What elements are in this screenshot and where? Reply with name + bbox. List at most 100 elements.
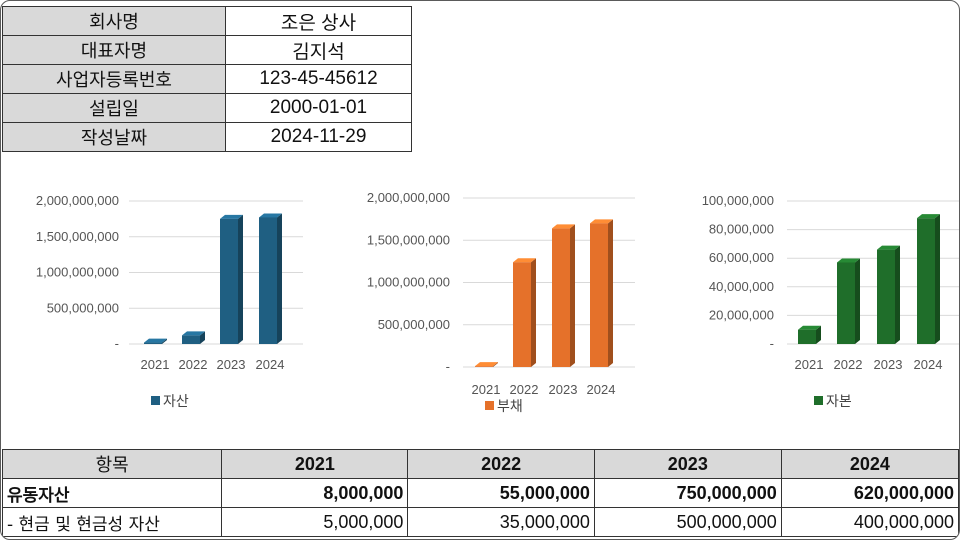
charts-area[interactable]: - 500,000,000 1,000,000,000 1,500,000,000 2,… (1, 1, 959, 441)
founded-date-value[interactable]: 2000-01-01 (225, 93, 412, 123)
bar (917, 218, 935, 344)
legend-swatch (151, 396, 160, 405)
cell-value[interactable]: 55,000,000 (407, 478, 595, 508)
cell-value[interactable]: 750,000,000 (593, 478, 782, 508)
y-tick-label: 1,500,000,000 (367, 232, 450, 247)
x-tick-label: 2022 (510, 382, 539, 397)
bar-side (855, 258, 860, 344)
header-2023[interactable]: 2023 (593, 449, 782, 479)
x-tick-label: 2022 (834, 357, 863, 372)
x-tick-label: 2021 (141, 357, 170, 372)
table-row: - 현금 및 현금성 자산 5,000,000 35,000,000 500,0… (1, 507, 959, 537)
table-row: 유동자산 8,000,000 55,000,000 750,000,000 62… (1, 478, 959, 508)
x-tick-label: 2023 (217, 357, 246, 372)
created-date-value[interactable]: 2024-11-29 (225, 122, 412, 152)
bar (475, 366, 493, 367)
bar-side (608, 219, 613, 367)
bar-top (513, 258, 536, 263)
x-tick-label: 2024 (914, 357, 943, 372)
bar-side (895, 245, 900, 344)
bar-top (182, 331, 205, 336)
bar (182, 335, 200, 344)
cell-value[interactable]: 35,000,000 (407, 507, 595, 537)
bar (552, 228, 570, 367)
y-tick-label: 2,000,000,000 (36, 193, 119, 208)
y-tick-label: - (446, 359, 450, 374)
table-row: 사업자등록번호 123-45-45612 (2, 64, 412, 94)
bar (144, 342, 162, 344)
bar-side (570, 224, 575, 367)
table-header-row: 항목 2021 2022 2023 2024 (1, 449, 959, 479)
legend-label: 부채 (497, 399, 523, 415)
bar (220, 218, 238, 344)
header-item[interactable]: 항목 (1, 449, 223, 479)
cell-value[interactable]: 400,000,000 (780, 507, 959, 537)
bar-top (475, 362, 498, 367)
y-tick-label: 100,000,000 (702, 193, 774, 208)
y-tick-label: - (115, 336, 119, 351)
created-date-label[interactable]: 작성날짜 (2, 122, 226, 152)
x-tick-label: 2021 (472, 382, 501, 397)
cell-value[interactable]: 8,000,000 (221, 478, 409, 508)
founded-date-label[interactable]: 설립일 (2, 93, 226, 123)
y-tick-label: 20,000,000 (709, 307, 774, 322)
cell-value[interactable]: 620,000,000 (780, 478, 959, 508)
bar-top (837, 258, 860, 263)
bar-side (200, 331, 205, 344)
bar (798, 329, 816, 344)
company-name-label[interactable]: 회사명 (2, 6, 226, 36)
y-tick-label: 60,000,000 (709, 250, 774, 265)
y-tick-label: 2,000,000,000 (367, 190, 450, 205)
bar (513, 262, 531, 367)
table-row: 작성날짜 2024-11-29 (2, 122, 412, 152)
business-number-value[interactable]: 123-45-45612 (225, 64, 412, 94)
x-tick-label: 2023 (874, 357, 903, 372)
bar-top (917, 214, 940, 219)
business-number-label[interactable]: 사업자등록번호 (2, 64, 226, 94)
y-tick-label: 500,000,000 (47, 300, 119, 315)
table-row: 회사명 조은 상사 (2, 6, 412, 36)
bar-side (935, 214, 940, 344)
header-2021[interactable]: 2021 (221, 449, 409, 479)
bar (259, 217, 277, 344)
y-tick-label: 40,000,000 (709, 279, 774, 294)
header-2024[interactable]: 2024 (780, 449, 959, 479)
bar (837, 262, 855, 344)
y-tick-label: 1,000,000,000 (367, 275, 450, 290)
x-tick-label: 2022 (179, 357, 208, 372)
bar-top (877, 245, 900, 250)
ceo-name-value[interactable]: 김지석 (225, 35, 412, 65)
legend-swatch (485, 401, 494, 410)
legend-label: 자본 (826, 394, 852, 410)
x-tick-label: 2024 (587, 382, 616, 397)
y-tick-label: 500,000,000 (378, 317, 450, 332)
table-row: 설립일 2000-01-01 (2, 93, 412, 123)
bar-top (220, 214, 243, 219)
x-tick-label: 2024 (256, 357, 285, 372)
bar (877, 249, 895, 344)
company-info-table: 회사명 조은 상사 대표자명 김지석 사업자등록번호 123-45-45612 … (2, 6, 412, 152)
company-name-value[interactable]: 조은 상사 (225, 6, 412, 36)
y-tick-label: - (770, 336, 774, 351)
bar-side (277, 213, 282, 344)
bar-top (259, 213, 282, 218)
bar-side (493, 362, 498, 367)
y-tick-label: 1,500,000,000 (36, 229, 119, 244)
legend-label: 자산 (163, 394, 189, 410)
cell-value[interactable]: 500,000,000 (593, 507, 782, 537)
bar-top (144, 338, 167, 343)
row-label-cash[interactable]: - 현금 및 현금성 자산 (1, 507, 223, 537)
x-tick-label: 2021 (795, 357, 824, 372)
cell-value[interactable]: 5,000,000 (221, 507, 409, 537)
bar (590, 223, 608, 367)
bar-side (531, 258, 536, 367)
bar-top (590, 219, 613, 224)
y-tick-label: 80,000,000 (709, 222, 774, 237)
y-tick-label: 1,000,000,000 (36, 265, 119, 280)
x-tick-label: 2023 (549, 382, 578, 397)
bar-side (816, 325, 821, 344)
header-2022[interactable]: 2022 (407, 449, 595, 479)
bar-top (798, 325, 821, 330)
row-label-current-assets[interactable]: 유동자산 (1, 478, 223, 508)
